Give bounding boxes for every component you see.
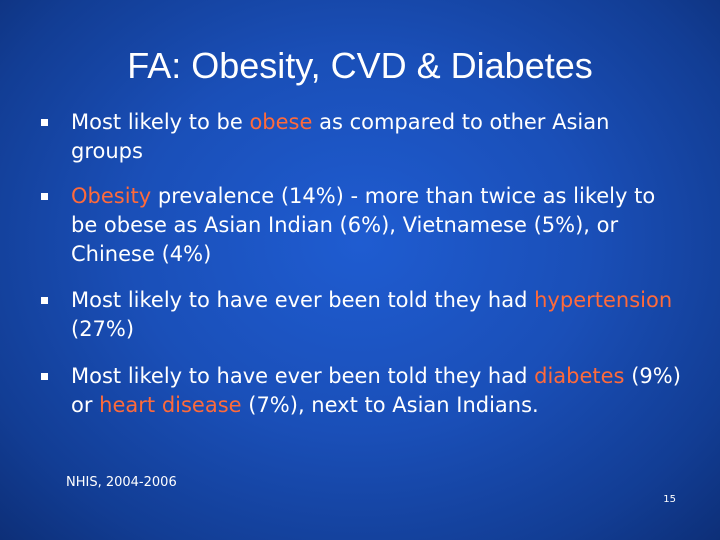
page-number: 15 — [663, 494, 676, 505]
bullet-square-icon — [41, 119, 48, 126]
bullet-text: Most likely to be obese as compared to o… — [71, 110, 610, 163]
bullet-square-icon — [41, 193, 48, 200]
highlight-term: obese — [249, 110, 313, 134]
bullet-text: Most likely to have ever been told they … — [71, 288, 673, 341]
bullet-item: Most likely to be obese as compared to o… — [41, 108, 681, 166]
bullet-text: Most likely to have ever been told they … — [71, 364, 681, 417]
highlight-term: heart disease — [99, 393, 242, 417]
highlight-term: diabetes — [534, 364, 625, 388]
bullet-square-icon — [41, 297, 48, 304]
bullet-text: Obesity prevalence (14%) - more than twi… — [71, 184, 656, 266]
bullet-square-icon — [41, 373, 48, 380]
highlight-term: Obesity — [71, 184, 152, 208]
slide-title: FA: Obesity, CVD & Diabetes — [127, 45, 593, 86]
source-note: NHIS, 2004-2006 — [66, 475, 177, 490]
bullet-item: Most likely to have ever been told they … — [41, 286, 681, 344]
bullet-item: Most likely to have ever been told they … — [41, 362, 681, 420]
highlight-term: hypertension — [534, 288, 673, 312]
bullet-item: Obesity prevalence (14%) - more than twi… — [41, 182, 681, 269]
